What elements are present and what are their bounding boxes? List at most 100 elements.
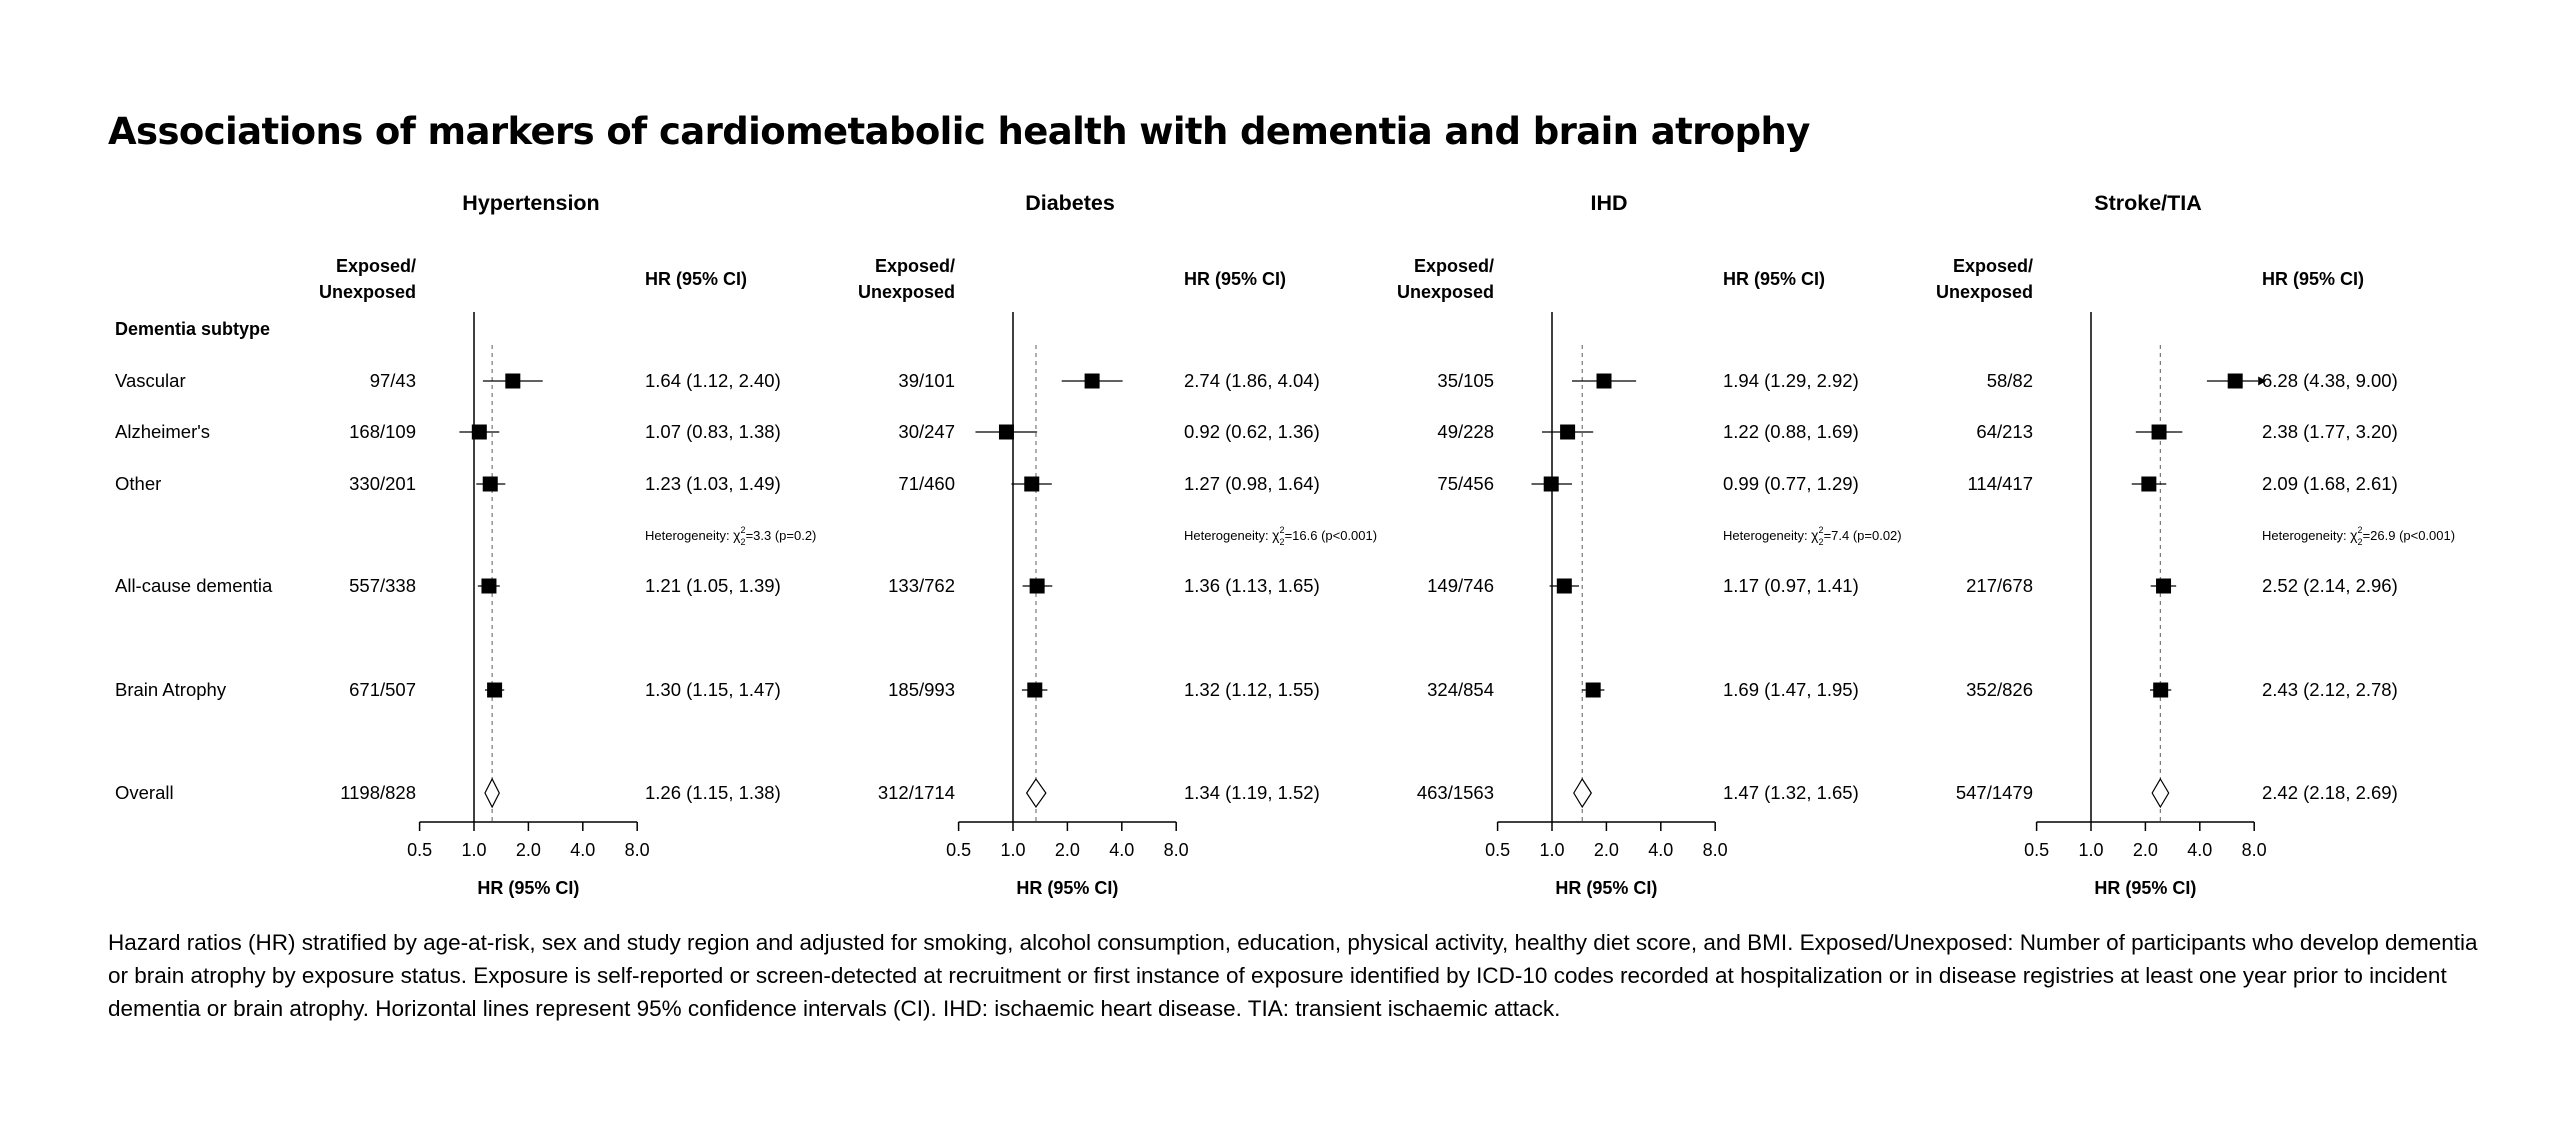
hr-point-marker (2151, 424, 2167, 440)
hr-estimate-label: 1.36 (1.13, 1.65) (1184, 575, 1320, 596)
hr-point-marker (998, 424, 1014, 440)
x-tick-label: 8.0 (1164, 840, 1189, 860)
x-tick-label: 1.0 (1539, 840, 1564, 860)
hr-estimate-label: 1.22 (0.88, 1.69) (1723, 421, 1859, 442)
hr-estimate-label: 0.99 (0.77, 1.29) (1723, 473, 1859, 494)
x-axis-label: HR (95% CI) (1016, 878, 1118, 898)
hr-point-marker (2227, 373, 2243, 389)
x-axis-label: HR (95% CI) (1555, 878, 1657, 898)
hr-point-marker (471, 424, 487, 440)
panel-title: Stroke/TIA (2094, 191, 2202, 215)
exposed-unexposed-count: 547/1479 (1956, 782, 2033, 803)
exposed-unexposed-count: 352/826 (1966, 679, 2033, 700)
hr-column-header: HR (95% CI) (1184, 269, 1286, 289)
x-tick-label: 0.5 (407, 840, 432, 860)
row-label: Alzheimer's (115, 421, 210, 442)
figure-caption: Hazard ratios (HR) stratified by age-at-… (108, 930, 2478, 1021)
x-tick-label: 4.0 (1109, 840, 1134, 860)
exposed-unexposed-count: 75/456 (1437, 473, 1494, 494)
heterogeneity-stat: Heterogeneity: χ2 2=7.4 (p=0.02) (1723, 525, 1902, 547)
hr-point-marker (2153, 682, 2169, 698)
x-tick-label: 2.0 (516, 840, 541, 860)
counts-header: Unexposed (1936, 282, 2033, 302)
hr-point-marker (505, 373, 521, 389)
hr-point-marker (1585, 682, 1601, 698)
hr-estimate-label: 1.27 (0.98, 1.64) (1184, 473, 1320, 494)
x-tick-label: 2.0 (2133, 840, 2158, 860)
counts-header: Exposed/ (875, 256, 955, 276)
overall-diamond (484, 777, 500, 809)
hr-point-marker (1596, 373, 1612, 389)
exposed-unexposed-count: 463/1563 (1417, 782, 1494, 803)
dementia-subtype-header: Dementia subtype (115, 319, 270, 339)
exposed-unexposed-count: 1198/828 (340, 782, 416, 803)
hr-point-marker (1543, 476, 1559, 492)
hr-estimate-label: 1.47 (1.32, 1.65) (1723, 782, 1859, 803)
exposed-unexposed-count: 64/213 (1976, 421, 2033, 442)
hr-column-header: HR (95% CI) (2262, 269, 2364, 289)
exposed-unexposed-count: 133/762 (888, 575, 955, 596)
row-label: Brain Atrophy (115, 679, 227, 700)
hr-estimate-label: 1.64 (1.12, 2.40) (645, 370, 781, 391)
row-label: Other (115, 473, 161, 494)
exposed-unexposed-count: 114/417 (1968, 473, 2034, 494)
hr-column-header: HR (95% CI) (645, 269, 747, 289)
hr-estimate-label: 1.32 (1.12, 1.55) (1184, 679, 1320, 700)
hr-estimate-label: 1.34 (1.19, 1.52) (1184, 782, 1320, 803)
exposed-unexposed-count: 71/460 (898, 473, 955, 494)
exposed-unexposed-count: 30/247 (898, 421, 955, 442)
x-axis-label: HR (95% CI) (477, 878, 579, 898)
hr-estimate-label: 1.07 (0.83, 1.38) (645, 421, 781, 442)
exposed-unexposed-count: 49/228 (1437, 421, 1494, 442)
x-tick-label: 0.5 (946, 840, 971, 860)
exposed-unexposed-count: 97/43 (370, 370, 416, 391)
hr-column-header: HR (95% CI) (1723, 269, 1825, 289)
heterogeneity-stat: Heterogeneity: χ2 2=26.9 (p<0.001) (2262, 525, 2455, 547)
x-tick-label: 8.0 (1703, 840, 1728, 860)
hr-point-marker (1560, 424, 1576, 440)
exposed-unexposed-count: 312/1714 (878, 782, 955, 803)
hr-estimate-label: 1.69 (1.47, 1.95) (1723, 679, 1859, 700)
hr-estimate-label: 1.23 (1.03, 1.49) (645, 473, 781, 494)
x-tick-label: 2.0 (1594, 840, 1619, 860)
x-tick-label: 2.0 (1055, 840, 1080, 860)
hr-estimate-label: 2.43 (2.12, 2.78) (2262, 679, 2398, 700)
hr-point-marker (1024, 476, 1040, 492)
x-axis-label: HR (95% CI) (2094, 878, 2196, 898)
exposed-unexposed-count: 324/854 (1427, 679, 1494, 700)
hr-point-marker (481, 578, 497, 594)
exposed-unexposed-count: 671/507 (349, 679, 416, 700)
x-tick-label: 8.0 (625, 840, 650, 860)
exposed-unexposed-count: 185/993 (888, 679, 955, 700)
x-tick-label: 4.0 (570, 840, 595, 860)
panel-title: Hypertension (462, 191, 599, 215)
x-tick-label: 8.0 (2242, 840, 2267, 860)
x-tick-label: 1.0 (461, 840, 486, 860)
x-tick-label: 4.0 (2187, 840, 2212, 860)
hr-point-marker (2141, 476, 2157, 492)
hr-point-marker (1029, 578, 1045, 594)
counts-header: Unexposed (319, 282, 416, 302)
panel-title: IHD (1590, 191, 1627, 215)
forest-plot: Dementia subtype Vascular Alzheimer's Other… (115, 191, 2455, 898)
hr-estimate-label: 1.17 (0.97, 1.41) (1723, 575, 1859, 596)
hr-estimate-label: 2.74 (1.86, 4.04) (1184, 370, 1320, 391)
hr-estimate-label: 6.28 (4.38, 9.00) (2262, 370, 2398, 391)
exposed-unexposed-count: 149/746 (1427, 575, 1494, 596)
row-label: Vascular (115, 370, 186, 391)
overall-diamond (1573, 777, 1593, 809)
ci-truncation-arrow (2258, 376, 2267, 386)
counts-header: Unexposed (858, 282, 955, 302)
heterogeneity-stat: Heterogeneity: χ2 2=3.3 (p=0.2) (645, 525, 816, 547)
hr-point-marker (1027, 682, 1043, 698)
heterogeneity-stat: Heterogeneity: χ2 2=16.6 (p<0.001) (1184, 525, 1377, 547)
counts-header: Exposed/ (1953, 256, 2033, 276)
overall-diamond (2151, 777, 2170, 809)
exposed-unexposed-count: 168/109 (349, 421, 416, 442)
row-label: Overall (115, 782, 174, 803)
hr-point-marker (487, 682, 503, 698)
row-label: All-cause dementia (115, 575, 273, 596)
hr-point-marker (2156, 578, 2172, 594)
hr-estimate-label: 1.26 (1.15, 1.38) (645, 782, 781, 803)
counts-header: Unexposed (1397, 282, 1494, 302)
